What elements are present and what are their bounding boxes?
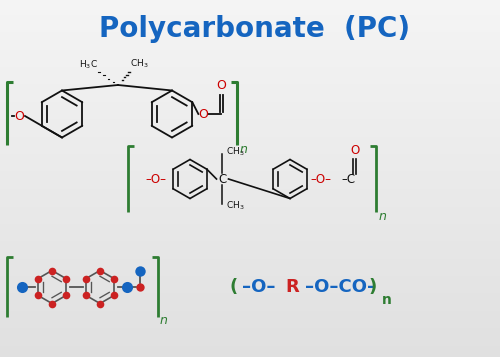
- Text: –O–: –O–: [311, 172, 332, 186]
- Text: O: O: [216, 79, 226, 92]
- Text: Polycarbonate  (PC): Polycarbonate (PC): [100, 15, 410, 43]
- Text: H$_3$C: H$_3$C: [79, 59, 98, 71]
- Text: n: n: [378, 210, 386, 223]
- Text: O: O: [14, 110, 24, 122]
- Text: O: O: [198, 107, 208, 121]
- Text: –O–: –O–: [242, 278, 276, 296]
- Text: C: C: [218, 172, 226, 186]
- Text: n: n: [160, 315, 168, 327]
- Text: –O–CO–: –O–CO–: [305, 278, 376, 296]
- Text: CH$_3$: CH$_3$: [226, 146, 245, 158]
- Text: ): ): [368, 278, 376, 296]
- Text: CH$_3$: CH$_3$: [226, 200, 245, 212]
- Text: CH$_3$: CH$_3$: [130, 57, 148, 70]
- Text: n: n: [382, 293, 392, 307]
- Text: –O–: –O–: [145, 172, 166, 186]
- Text: (: (: [230, 278, 238, 296]
- Text: n: n: [240, 143, 248, 156]
- Text: R: R: [285, 278, 298, 296]
- Text: –C: –C: [342, 172, 356, 186]
- Text: O: O: [350, 144, 360, 157]
